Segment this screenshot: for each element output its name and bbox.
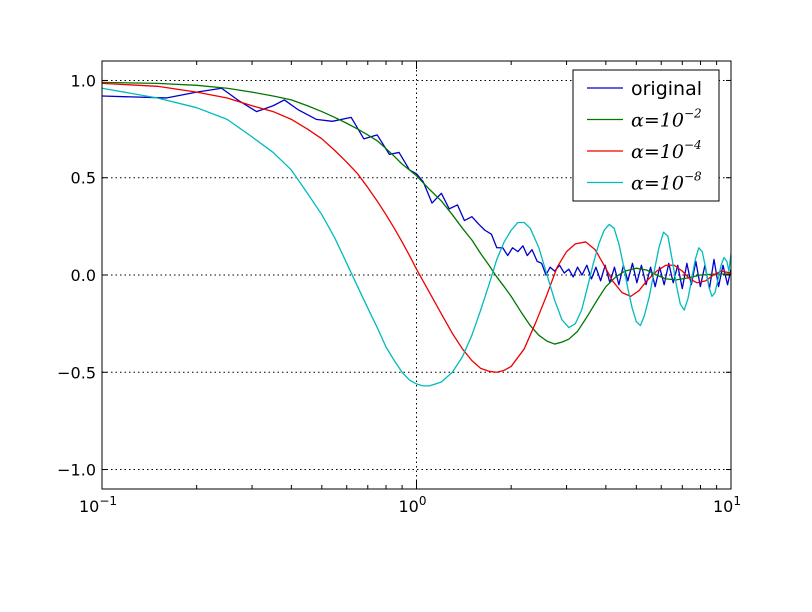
series-layer [102, 81, 731, 387]
x-tick-label: 101 [713, 494, 741, 516]
legend: original α=10−2 α=10−4 α=10−8 [572, 69, 720, 202]
y-tick-label: 1.0 [71, 71, 96, 90]
series-line-2 [102, 82, 731, 373]
y-tick-label: −0.5 [57, 363, 96, 382]
y-tick-labels: 1.0 0.5 0.0 −0.5 −1.0 [57, 71, 96, 479]
series-line-1 [102, 81, 731, 345]
series-line-3 [102, 87, 731, 387]
x-tick-label: 10−1 [79, 494, 117, 516]
legend-label-1: α=10−2 [631, 107, 702, 132]
legend-label-2: α=10−4 [631, 138, 702, 163]
x-tick-label: 100 [399, 494, 427, 516]
legend-label-0: original [631, 78, 702, 100]
legend-label-3: α=10−8 [631, 170, 702, 195]
x-tick-labels: 10−1 100 101 [79, 494, 741, 516]
legend-box [572, 69, 720, 202]
axis-ticks [101, 61, 732, 489]
y-tick-label: 0.5 [71, 169, 96, 188]
y-tick-label: 0.0 [71, 266, 96, 285]
y-tick-label: −1.0 [57, 461, 96, 480]
grid [102, 61, 731, 489]
